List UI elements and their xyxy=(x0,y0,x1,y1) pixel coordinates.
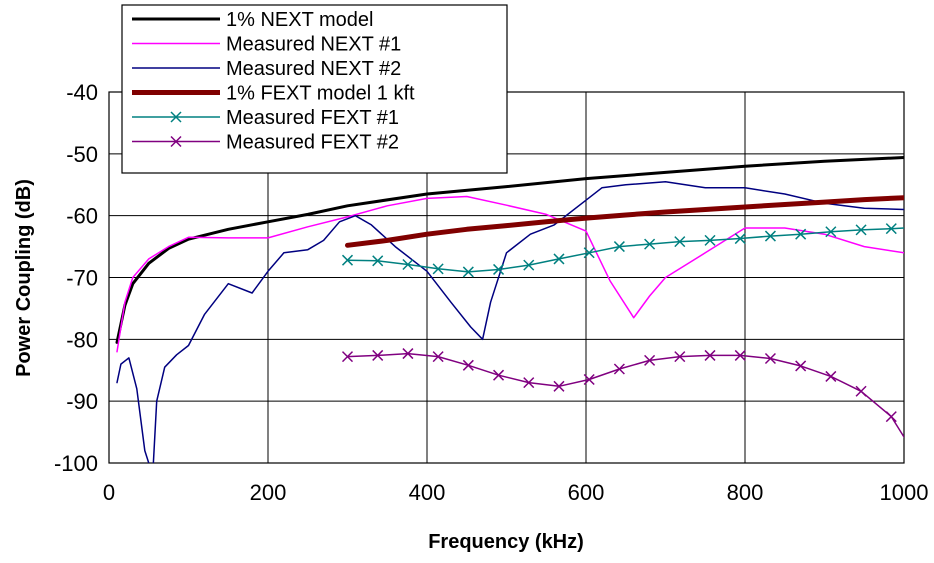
x-tick-label: 400 xyxy=(409,480,446,505)
data-point xyxy=(583,247,595,259)
data-point xyxy=(855,385,867,397)
data-point xyxy=(462,359,474,371)
series-layer xyxy=(115,156,904,463)
series-measured-fext-1 xyxy=(341,223,904,278)
series-1-fext-model-1-kft xyxy=(345,195,904,248)
series-line xyxy=(116,195,904,353)
series-line xyxy=(346,227,904,273)
data-point xyxy=(402,348,414,360)
data-point xyxy=(523,377,535,389)
x-axis-title: Frequency (kHz) xyxy=(428,531,584,553)
y-tick-label: -40 xyxy=(66,80,98,105)
data-point xyxy=(583,373,595,386)
y-tick-label: -50 xyxy=(66,142,98,167)
data-point xyxy=(734,233,746,245)
data-point xyxy=(432,351,444,363)
series-line xyxy=(346,352,904,438)
legend-item: Measured NEXT #2 xyxy=(132,58,401,80)
series-line xyxy=(116,180,904,463)
data-point xyxy=(553,380,565,392)
series-line xyxy=(345,195,904,248)
series-line xyxy=(115,156,904,344)
data-point xyxy=(341,254,354,266)
data-point xyxy=(523,259,535,271)
legend-item: Measured NEXT #1 xyxy=(132,34,401,56)
data-point xyxy=(825,226,837,238)
data-point xyxy=(644,354,656,366)
data-point xyxy=(795,228,807,240)
series-measured-next-2 xyxy=(116,180,904,463)
x-tick-label: 0 xyxy=(103,480,115,505)
series-measured-fext-2 xyxy=(341,348,904,438)
x-tick-label: 200 xyxy=(250,480,287,505)
data-point xyxy=(674,236,686,248)
data-point xyxy=(885,411,897,423)
y-tick-label: -90 xyxy=(66,389,98,414)
data-point xyxy=(704,349,716,361)
legend-label: Measured NEXT #1 xyxy=(226,34,401,56)
x-tick-label: 1000 xyxy=(880,480,929,505)
data-point xyxy=(885,223,897,235)
data-point xyxy=(613,363,625,375)
x-tick-label: 800 xyxy=(727,480,764,505)
data-point xyxy=(493,369,505,381)
data-point xyxy=(825,370,837,382)
legend-item: Measured FEXT #1 xyxy=(132,107,399,129)
x-tick-label: 600 xyxy=(568,480,605,505)
series-1-next-model xyxy=(115,156,904,344)
legend-label: 1% FEXT model 1 kft xyxy=(226,83,415,105)
y-axis-title: Power Coupling (dB) xyxy=(13,179,35,377)
data-point xyxy=(402,258,414,271)
data-point xyxy=(341,351,354,363)
legend-item: 1% NEXT model xyxy=(132,9,373,31)
data-point xyxy=(644,238,656,250)
data-point xyxy=(553,253,565,265)
data-point xyxy=(674,351,686,363)
legend-label: 1% NEXT model xyxy=(226,9,373,31)
data-point xyxy=(795,360,807,372)
legend-marker xyxy=(170,111,182,123)
data-point xyxy=(372,255,384,267)
legend-marker xyxy=(170,135,182,148)
legend-label: Measured FEXT #2 xyxy=(226,132,399,154)
legend-item: Measured FEXT #2 xyxy=(132,132,399,154)
y-tick-label: -100 xyxy=(54,451,98,476)
legend-item: 1% FEXT model 1 kft xyxy=(132,83,415,105)
data-point xyxy=(734,349,746,361)
data-point xyxy=(613,241,625,253)
data-point xyxy=(764,352,776,365)
legend-box xyxy=(121,4,508,174)
data-point xyxy=(432,263,444,275)
legend-label: Measured FEXT #1 xyxy=(226,107,399,129)
data-point xyxy=(462,266,474,278)
data-point xyxy=(704,234,716,246)
y-tick-label: -60 xyxy=(66,204,98,229)
data-point xyxy=(855,224,867,236)
data-point xyxy=(764,230,776,242)
legend-label: Measured NEXT #2 xyxy=(226,58,401,80)
data-point xyxy=(493,263,505,275)
y-tick-label: -70 xyxy=(66,266,98,291)
y-tick-label: -80 xyxy=(66,327,98,352)
data-point xyxy=(372,349,384,361)
tick-labels: 0 200 400 600 800 1000 -40 -50 -60 -70 -80 -90 -100 xyxy=(54,80,929,505)
series-measured-next-1 xyxy=(116,195,904,353)
